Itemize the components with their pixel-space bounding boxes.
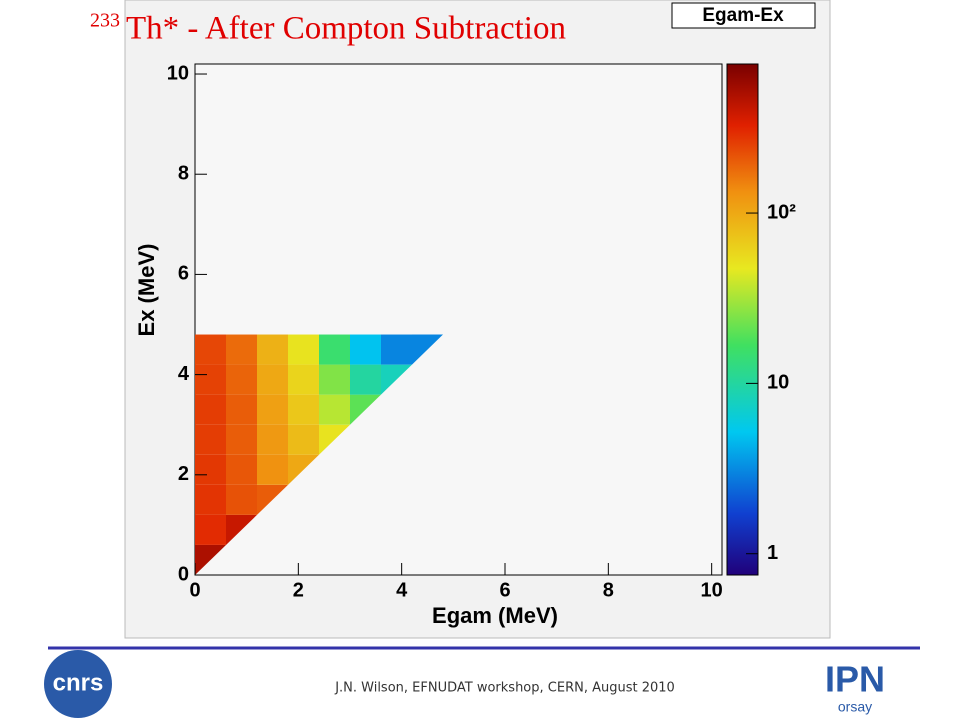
y-tick-label: 4 [178,363,190,385]
heatmap-cell [257,364,288,395]
heatmap-cell [288,334,319,365]
heatmap-cell [226,424,257,455]
heatmap-cell [195,424,226,455]
z-tick-label: 10² [767,201,796,223]
heatmap-cell [226,514,257,545]
x-tick-label: 6 [499,579,510,601]
heatmap-cell [226,454,257,485]
heatmap-cell [226,334,257,365]
y-tick-label: 0 [178,563,189,585]
heatmap-cell [195,514,226,545]
heatmap-cell [319,424,350,455]
y-axis-label: Ex (MeV) [134,244,159,337]
y-tick-label: 10 [167,62,189,84]
color-bar [726,63,759,576]
x-tick-label: 2 [293,579,304,601]
heatmap-cell [319,394,350,425]
ipn-logo-sub: orsay [838,699,872,715]
heatmap-cell [350,334,381,365]
heatmap-cell [195,454,226,485]
cnrs-logo [44,650,112,718]
heatmap-cell [195,394,226,425]
heatmap-cell [195,544,226,575]
heatmap-cell [288,394,319,425]
x-tick-label: 10 [701,579,723,601]
x-tick-label: 8 [603,579,614,601]
heatmap-cell [412,334,443,365]
heatmap-cell [381,334,412,365]
y-tick-label: 6 [178,263,189,285]
z-tick-label: 10 [767,372,789,394]
heatmap-cell [319,364,350,395]
plot-frame [194,63,723,576]
heatmap-cell [257,484,288,515]
x-tick-label: 4 [396,579,408,601]
x-axis-label: Egam (MeV) [432,603,558,628]
heatmap-cell [288,424,319,455]
heatmap-cell [350,364,381,395]
heatmap-cell [319,334,350,365]
footer: J.N. Wilson, EFNUDAT workshop, CERN, Aug… [334,681,675,696]
z-tick-label: 1 [767,542,778,564]
title-superscript: 233 [90,10,120,32]
heatmap-cell [226,394,257,425]
legend-box [671,2,816,29]
y-tick-label: 8 [178,162,189,184]
heatmap-cell [195,364,226,395]
heatmap-cell [257,454,288,485]
heatmap-cell [350,394,381,425]
ipn-logo: IPN [825,659,885,700]
heatmap-cell [195,334,226,365]
cnrs-logo-text: cnrs [53,669,104,696]
y-tick-label: 2 [178,463,189,485]
heatmap-cell [257,334,288,365]
heatmap-cell [226,364,257,395]
x-tick-label: 0 [189,579,200,601]
heatmap-cell [257,424,288,455]
legend-text: Egam-Ex [702,5,784,26]
heatmap-cell [381,364,412,395]
heatmap-cell [257,394,288,425]
heatmap-cell [288,454,319,485]
heatmap-cell [195,484,226,515]
heatmap-cell [226,484,257,515]
chart-title: Th* - After Compton Subtraction [126,11,566,47]
heatmap-cell [288,364,319,395]
